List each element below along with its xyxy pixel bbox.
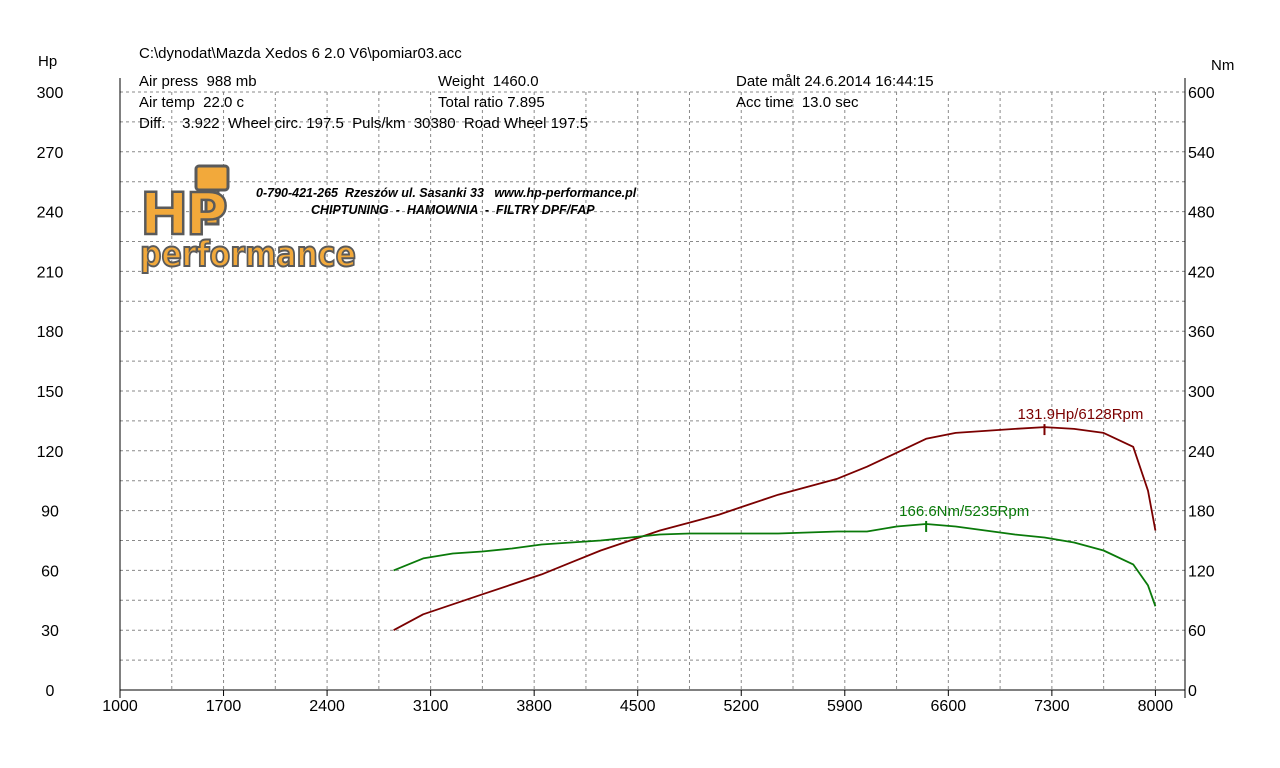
left-axis-tick-label: 60 <box>41 563 59 580</box>
right-axis-tick-label: 0 <box>1188 683 1197 700</box>
x-axis-tick-label: 1000 <box>102 698 138 715</box>
right-axis-tick-label: 600 <box>1188 85 1215 102</box>
right-axis-tick-label: 60 <box>1188 623 1206 640</box>
left-axis-tick-label: 210 <box>37 264 64 281</box>
left-axis-tick-label: 300 <box>37 85 64 102</box>
total-ratio: Total ratio 7.895 <box>438 94 545 111</box>
x-axis-tick-label: 3100 <box>413 698 449 715</box>
left-axis-tick-label: 0 <box>46 683 55 700</box>
x-axis-tick-label: 5200 <box>723 698 759 715</box>
left-axis-tick-labels: 0 30 60 90 120 150 180 210 240 270 300 <box>37 85 64 700</box>
x-axis-tick-labels: 1000 1700 2400 3100 3800 4500 5200 5900 6600 7300… <box>102 698 1173 715</box>
chart-grid <box>120 91 1185 690</box>
left-axis-unit: Hp <box>38 53 58 70</box>
left-axis-tick-label: 240 <box>37 205 64 222</box>
air-press: Air press 988 mb <box>139 73 257 90</box>
left-axis-tick-label: 90 <box>41 504 59 521</box>
left-axis-tick-label: 120 <box>37 444 64 461</box>
piston-icon <box>194 164 230 226</box>
date-measured: Date målt 24.6.2014 16:44:15 <box>736 73 934 90</box>
acc-time: Acc time 13.0 sec <box>736 94 859 111</box>
logo-text-hp: HP <box>140 180 227 248</box>
x-axis-tick-label: 4500 <box>620 698 656 715</box>
x-axis-tick-label: 6600 <box>931 698 967 715</box>
file-path: C:\dynodat\Mazda Xedos 6 2.0 V6\pomiar03… <box>139 45 462 62</box>
right-axis-tick-labels: 0 60 120 180 240 300 360 420 480 540 600 <box>1188 85 1215 700</box>
right-axis-tick-label: 180 <box>1188 504 1215 521</box>
air-temp: Air temp 22.0 c <box>139 94 245 111</box>
contact-line: 0-790-421-265 Rzeszów ul. Sasanki 33 www… <box>256 186 637 200</box>
right-axis-tick-label: 480 <box>1188 205 1215 222</box>
x-axis-tick-label: 2400 <box>309 698 345 715</box>
right-axis-tick-label: 300 <box>1188 384 1215 401</box>
right-axis-tick-label: 240 <box>1188 444 1215 461</box>
x-axis-tick-label: 3800 <box>516 698 552 715</box>
left-axis-tick-label: 150 <box>37 384 64 401</box>
right-axis-tick-label: 420 <box>1188 264 1215 281</box>
chart-annotations: 131.9Hp/6128Rpm 166.6Nm/5235Rpm <box>899 406 1143 532</box>
logo-text-performance: performance <box>140 235 356 275</box>
x-axis-tick-label: 8000 <box>1138 698 1174 715</box>
right-axis-tick-label: 360 <box>1188 324 1215 341</box>
torque-peak-label: 166.6Nm/5235Rpm <box>899 503 1029 520</box>
hp-performance-logo: HP performance <box>139 164 357 276</box>
left-axis-tick-label: 270 <box>37 145 64 162</box>
power-curve <box>393 426 1157 631</box>
chart-axes <box>119 78 1186 698</box>
weight: Weight 1460.0 <box>438 73 539 90</box>
services-line: CHIPTUNING - HAMOWNIA - FILTRY DPF/FAP <box>311 203 595 217</box>
diff-line: Diff. 3.922 Wheel circ. 197.5 Puls/km 30… <box>139 115 589 132</box>
chart-series <box>393 426 1157 631</box>
right-axis-unit: Nm <box>1211 57 1235 74</box>
x-axis-tick-label: 7300 <box>1034 698 1070 715</box>
power-peak-label: 131.9Hp/6128Rpm <box>1017 406 1143 423</box>
x-axis-tick-label: 1700 <box>206 698 242 715</box>
left-axis-tick-label: 180 <box>37 324 64 341</box>
x-axis-tick-label: 5900 <box>827 698 863 715</box>
left-axis-tick-label: 30 <box>41 623 59 640</box>
right-axis-tick-label: 540 <box>1188 145 1215 162</box>
right-axis-tick-label: 120 <box>1188 563 1215 580</box>
torque-curve <box>393 523 1157 607</box>
